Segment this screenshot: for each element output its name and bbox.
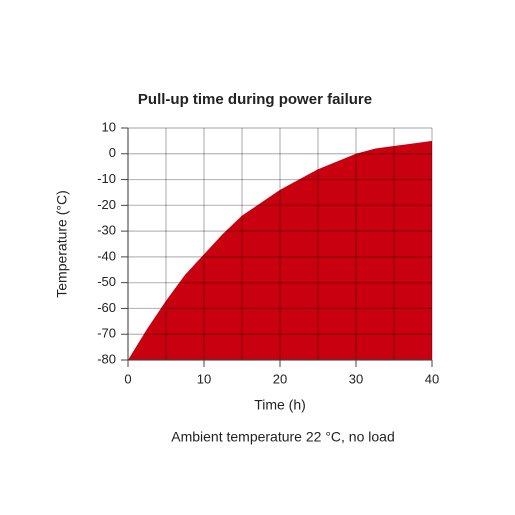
x-tick-label: 40 xyxy=(425,371,439,386)
y-axis-label: Temperature (°C) xyxy=(54,190,70,298)
y-tick-label: -60 xyxy=(97,300,116,315)
y-tick-label: 0 xyxy=(109,145,116,160)
y-tick-label: -80 xyxy=(97,351,116,366)
chart-title: Pull-up time during power failure xyxy=(138,91,372,108)
x-tick-label: 10 xyxy=(197,371,211,386)
x-tick-label: 20 xyxy=(273,371,287,386)
area xyxy=(128,140,432,360)
y-tick-label: -50 xyxy=(97,274,116,289)
x-tick-label: 0 xyxy=(124,371,131,386)
y-tick-label: -40 xyxy=(97,248,116,263)
y-tick-label: -20 xyxy=(97,197,116,212)
y-tick-label: -10 xyxy=(97,171,116,186)
x-tick-label: 30 xyxy=(349,371,363,386)
y-tick-label: -30 xyxy=(97,223,116,238)
y-tick-label: -70 xyxy=(97,326,116,341)
chart-note: Ambient temperature 22 °C, no load xyxy=(171,429,395,445)
y-tick-label: 10 xyxy=(102,119,116,134)
x-axis-label: Time (h) xyxy=(254,397,306,413)
